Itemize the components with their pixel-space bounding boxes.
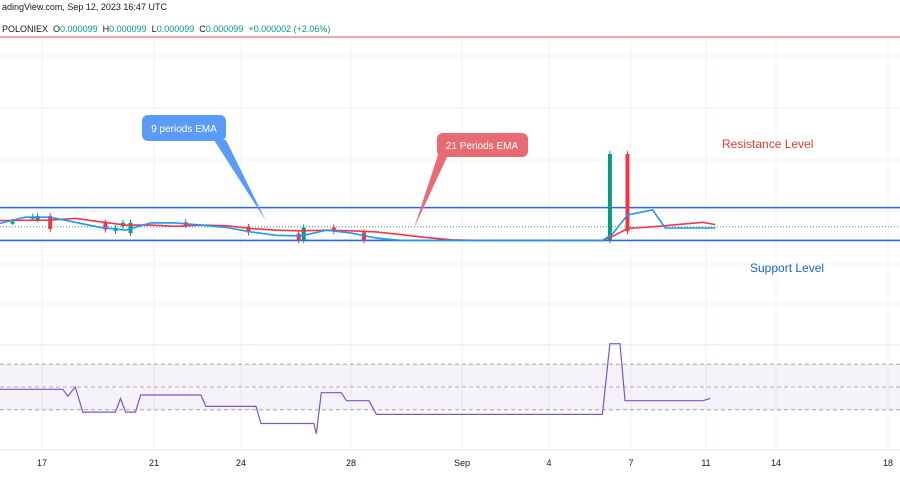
ema21-callout-text: 21 Periods EMA xyxy=(446,141,519,152)
ema21-callout-box xyxy=(437,133,528,157)
x-tick-label: 14 xyxy=(771,458,781,468)
header-source-text: adingView.com, Sep 12, 2023 16:47 UTC xyxy=(2,2,167,12)
rsi-line xyxy=(0,343,711,434)
candle-body xyxy=(103,222,108,230)
x-tick-label: 7 xyxy=(628,458,633,468)
chart-grid xyxy=(0,40,900,450)
header-high-value: 0.000099 xyxy=(109,24,147,34)
header-open-value: 0.000099 xyxy=(60,24,98,34)
candle-body xyxy=(361,232,366,241)
x-tick-label: 17 xyxy=(37,458,47,468)
ema9-callout-text: 9 periods EMA xyxy=(151,124,217,135)
candle-body xyxy=(10,221,15,224)
rsi-panel xyxy=(0,343,900,434)
ema21-callout-pointer xyxy=(414,155,448,228)
x-tick-label: 24 xyxy=(236,458,246,468)
candle-body xyxy=(48,216,53,230)
header-change-value: +0.000002 (+2.06%) xyxy=(248,24,331,34)
chart-header-source: adingView.com, Sep 12, 2023 16:47 UTC xyxy=(2,2,167,12)
x-axis: 17 21 24 28 Sep 4 7 11 14 18 xyxy=(0,449,900,468)
candle-body xyxy=(246,226,251,233)
ema-lines xyxy=(0,209,716,242)
x-tick-label: 28 xyxy=(346,458,356,468)
ema-callouts: 9 periods EMA 21 Periods EMA xyxy=(142,115,528,228)
header-open-key: O xyxy=(53,24,61,34)
header-low-value: 0.000099 xyxy=(156,24,195,34)
ema9-line xyxy=(0,209,716,242)
candle-body xyxy=(301,227,306,241)
support-resistance-levels xyxy=(0,206,900,242)
x-tick-label: 18 xyxy=(883,458,893,468)
ema9-callout-box xyxy=(142,115,226,141)
header-close-value: 0.000099 xyxy=(205,24,244,34)
x-tick-label: 21 xyxy=(149,458,159,468)
x-tick-label: 11 xyxy=(701,458,710,468)
header-low-key: L xyxy=(151,24,157,34)
header-high-key: H xyxy=(102,24,110,34)
candle-body xyxy=(607,153,612,241)
header-close-key: C xyxy=(199,24,206,34)
header-exchange: POLONIEX xyxy=(2,24,49,34)
ema21-line xyxy=(0,217,716,242)
candles xyxy=(10,150,630,244)
resistance-level-label: Resistance Level xyxy=(722,137,814,151)
candle-body xyxy=(296,233,301,241)
candle-body xyxy=(625,153,630,232)
support-level-label: Support Level xyxy=(750,261,825,275)
candle-body xyxy=(331,227,336,232)
chart-header-ohlc: POLONIEX O0.000099 H0.000099 L0.000099 C… xyxy=(2,24,330,34)
x-tick-label: 4 xyxy=(546,458,551,468)
x-tick-label: Sep xyxy=(454,458,470,468)
ema9-callout-pointer xyxy=(214,140,266,221)
